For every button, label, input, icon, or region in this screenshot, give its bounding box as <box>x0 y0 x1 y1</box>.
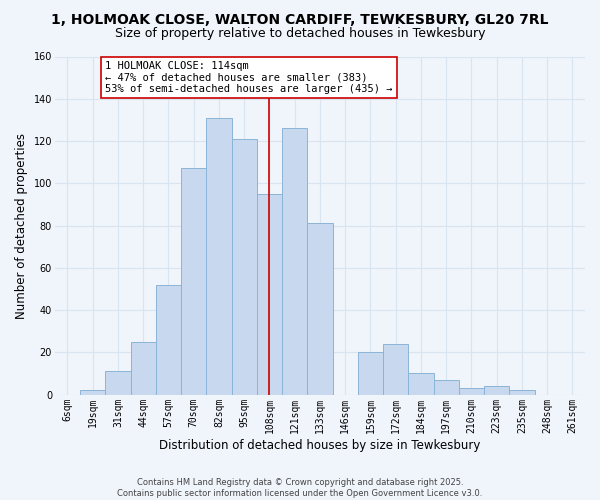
Text: 1 HOLMOAK CLOSE: 114sqm
← 47% of detached houses are smaller (383)
53% of semi-d: 1 HOLMOAK CLOSE: 114sqm ← 47% of detache… <box>106 60 393 94</box>
Bar <box>358 352 383 395</box>
X-axis label: Distribution of detached houses by size in Tewkesbury: Distribution of detached houses by size … <box>159 440 481 452</box>
Bar <box>307 224 332 394</box>
Bar <box>383 344 408 395</box>
Y-axis label: Number of detached properties: Number of detached properties <box>15 132 28 318</box>
Bar <box>434 380 459 394</box>
Bar <box>408 374 434 394</box>
Text: Contains HM Land Registry data © Crown copyright and database right 2025.
Contai: Contains HM Land Registry data © Crown c… <box>118 478 482 498</box>
Bar <box>232 139 257 394</box>
Bar <box>509 390 535 394</box>
Bar <box>131 342 156 394</box>
Bar <box>80 390 106 394</box>
Bar <box>484 386 509 394</box>
Text: Size of property relative to detached houses in Tewkesbury: Size of property relative to detached ho… <box>115 28 485 40</box>
Bar <box>106 372 131 394</box>
Bar <box>156 284 181 395</box>
Bar <box>181 168 206 394</box>
Bar <box>257 194 282 394</box>
Bar <box>459 388 484 394</box>
Bar <box>206 118 232 394</box>
Text: 1, HOLMOAK CLOSE, WALTON CARDIFF, TEWKESBURY, GL20 7RL: 1, HOLMOAK CLOSE, WALTON CARDIFF, TEWKES… <box>51 12 549 26</box>
Bar <box>282 128 307 394</box>
